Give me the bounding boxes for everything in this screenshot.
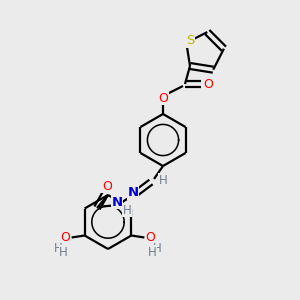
Text: O: O	[146, 231, 155, 244]
Text: O: O	[102, 179, 112, 193]
Text: O: O	[61, 231, 70, 244]
Text: S: S	[186, 34, 194, 47]
Text: H: H	[54, 242, 63, 255]
Text: H: H	[59, 246, 68, 259]
Text: H: H	[153, 242, 162, 255]
Text: H: H	[159, 173, 167, 187]
Text: N: N	[128, 187, 139, 200]
Text: N: N	[111, 196, 123, 208]
Text: O: O	[158, 92, 168, 104]
Text: O: O	[203, 77, 213, 91]
Text: H: H	[148, 246, 157, 259]
Text: H: H	[123, 203, 131, 217]
